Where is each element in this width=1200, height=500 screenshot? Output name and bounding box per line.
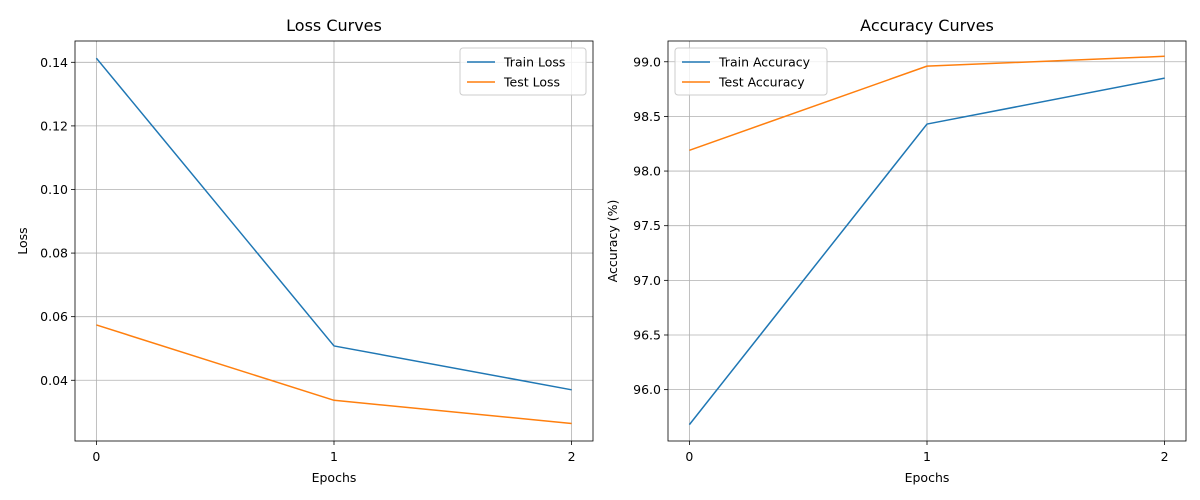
y-tick-label: 96.0: [633, 382, 661, 397]
x-axis-label: Epochs: [905, 470, 950, 485]
x-tick-label: 2: [1161, 449, 1169, 464]
x-tick-label: 0: [92, 449, 100, 464]
legend: Train Loss Test Loss: [459, 47, 587, 96]
y-tick-label: 0.08: [40, 246, 68, 261]
y-tick-label: 99.0: [633, 54, 661, 69]
y-tick-label: 0.10: [40, 182, 68, 197]
y-tick-label: 0.12: [40, 118, 68, 133]
y-axis-label: Loss: [15, 227, 30, 254]
chart-title: Accuracy Curves: [860, 16, 994, 35]
legend-label-1: Test Loss: [503, 75, 560, 90]
legend: Train Accuracy Test Accuracy: [674, 47, 828, 96]
series-line-0: [95, 57, 572, 391]
legend-label-0: Train Loss: [503, 55, 565, 70]
y-tick-label: 0.14: [40, 55, 68, 70]
x-axis-label: Epochs: [312, 470, 357, 485]
legend-label-0: Train Accuracy: [718, 55, 811, 70]
x-tick-label: 1: [923, 449, 931, 464]
chart-title: Loss Curves: [286, 16, 382, 35]
x-tick-label: 2: [568, 449, 576, 464]
y-tick-label: 97.5: [633, 218, 661, 233]
y-tick-label: 0.04: [40, 373, 68, 388]
series-line-1: [689, 55, 1165, 151]
y-tick-label: 0.06: [40, 309, 68, 324]
chart-panel-1: 0 1 2 96.0 96.5 97.0 97.5 98.0 98.5 99.0 Accuracy …: [605, 16, 1187, 485]
y-tick-label: 96.5: [633, 327, 661, 342]
y-tick-label: 98.5: [633, 109, 661, 124]
series-line-0: [688, 77, 1165, 426]
x-tick-label: 0: [685, 449, 693, 464]
legend-label-1: Test Accuracy: [718, 75, 805, 90]
legend-box: [459, 47, 587, 96]
y-tick-label: 98.0: [633, 164, 661, 179]
legend-box: [674, 47, 828, 96]
chart-panel-0: 0 1 2 0.04 0.06 0.08 0.10 0.12 0.14 Loss Curves Ep…: [15, 16, 594, 485]
series-line-1: [96, 324, 572, 425]
x-tick-label: 1: [330, 449, 338, 464]
y-tick-label: 97.0: [633, 273, 661, 288]
y-axis-label: Accuracy (%): [605, 200, 620, 283]
